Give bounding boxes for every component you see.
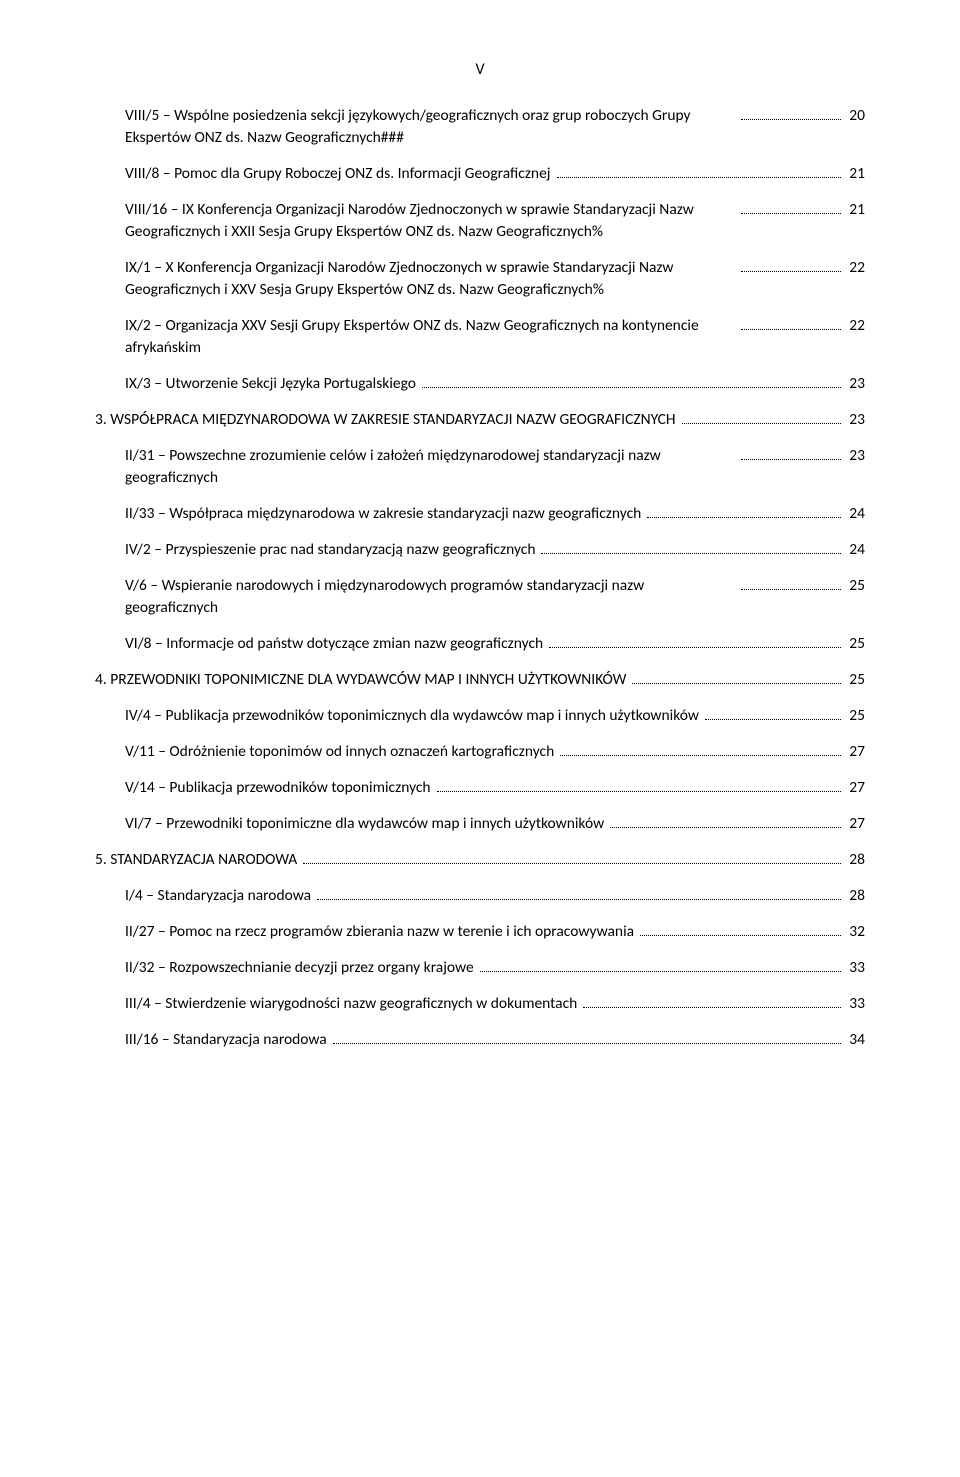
toc-entry-page: 23 (845, 445, 865, 467)
toc-entry-page: 33 (845, 957, 865, 979)
toc-entry-text: VIII/16 – IX Konferencja Organizacji Nar… (125, 199, 735, 243)
toc-entry-text: IV/4 – Publikacja przewodników toponimic… (125, 705, 699, 727)
toc-entry-page: 24 (845, 503, 865, 525)
toc-entry-text: V/6 – Wspieranie narodowych i międzynaro… (125, 575, 735, 619)
toc-entry[interactable]: I/4 – Standaryzacja narodowa 28 (125, 885, 865, 907)
toc-entry-page: 25 (845, 633, 865, 655)
toc-leader-dots (303, 849, 841, 864)
toc-entry[interactable]: 3. WSPÓŁPRACA MIĘDZYNARODOWA W ZAKRESIE … (95, 409, 865, 431)
toc-entry[interactable]: 5. STANDARYZACJA NARODOWA 28 (95, 849, 865, 871)
toc-entry[interactable]: VIII/5 – Wspólne posiedzenia sekcji języ… (125, 105, 865, 149)
toc-entry-text: III/16 – Standaryzacja narodowa (125, 1029, 327, 1051)
toc-entry-text: VI/7 – Przewodniki toponimiczne dla wyda… (125, 813, 604, 835)
toc-leader-dots (741, 315, 841, 330)
toc-leader-dots (741, 575, 841, 590)
toc-entry[interactable]: II/33 – Współpraca międzynarodowa w zakr… (125, 503, 865, 525)
toc-entry[interactable]: IV/4 – Publikacja przewodników toponimic… (125, 705, 865, 727)
toc-leader-dots (682, 409, 842, 424)
toc-entry-page: 22 (845, 315, 865, 337)
toc-entry[interactable]: II/27 – Pomoc na rzecz programów zbieran… (125, 921, 865, 943)
toc-entry-page: 21 (845, 163, 865, 185)
toc-leader-dots (632, 669, 841, 684)
toc-entry-page: 28 (845, 849, 865, 871)
toc-entry-page: 28 (845, 885, 865, 907)
toc-entry[interactable]: II/32 – Rozpowszechnianie decyzji przez … (125, 957, 865, 979)
toc-leader-dots (437, 777, 842, 792)
toc-leader-dots (741, 105, 841, 120)
table-of-contents: VIII/5 – Wspólne posiedzenia sekcji języ… (95, 105, 865, 1051)
toc-entry-text: V/11 – Odróżnienie toponimów od innych o… (125, 741, 554, 763)
toc-leader-dots (317, 885, 841, 900)
toc-entry-text: IV/2 – Przyspieszenie prac nad standaryz… (125, 539, 535, 561)
toc-entry-text: II/31 – Powszechne zrozumienie celów i z… (125, 445, 735, 489)
toc-entry-text: II/33 – Współpraca międzynarodowa w zakr… (125, 503, 641, 525)
toc-entry-page: 27 (845, 777, 865, 799)
toc-entry[interactable]: VIII/16 – IX Konferencja Organizacji Nar… (125, 199, 865, 243)
toc-entry-text: 4. PRZEWODNIKI TOPONIMICZNE DLA WYDAWCÓW… (95, 669, 626, 691)
toc-entry-page: 21 (845, 199, 865, 221)
document-page: V VIII/5 – Wspólne posiedzenia sekcji ję… (0, 0, 960, 1477)
toc-entry-page: 22 (845, 257, 865, 279)
toc-leader-dots (480, 957, 842, 972)
toc-entry-page: 25 (845, 669, 865, 691)
toc-leader-dots (741, 445, 841, 460)
toc-leader-dots (647, 503, 841, 518)
toc-leader-dots (557, 163, 842, 178)
toc-entry-page: 32 (845, 921, 865, 943)
toc-entry[interactable]: II/31 – Powszechne zrozumienie celów i z… (125, 445, 865, 489)
toc-entry-text: IX/3 – Utworzenie Sekcji Języka Portugal… (125, 373, 416, 395)
toc-entry-page: 23 (845, 409, 865, 431)
toc-entry[interactable]: III/16 – Standaryzacja narodowa 34 (125, 1029, 865, 1051)
toc-entry-page: 23 (845, 373, 865, 395)
toc-leader-dots (741, 257, 841, 272)
toc-entry-page: 24 (845, 539, 865, 561)
toc-leader-dots (705, 705, 841, 720)
toc-entry-text: II/32 – Rozpowszechnianie decyzji przez … (125, 957, 474, 979)
toc-leader-dots (741, 199, 841, 214)
toc-entry-page: 27 (845, 741, 865, 763)
toc-entry-text: 3. WSPÓŁPRACA MIĘDZYNARODOWA W ZAKRESIE … (95, 409, 676, 431)
toc-leader-dots (333, 1029, 842, 1044)
toc-entry[interactable]: V/11 – Odróżnienie toponimów od innych o… (125, 741, 865, 763)
toc-entry-text: VIII/5 – Wspólne posiedzenia sekcji języ… (125, 105, 735, 149)
toc-entry-text: VI/8 – Informacje od państw dotyczące zm… (125, 633, 543, 655)
toc-entry[interactable]: V/14 – Publikacja przewodników toponimic… (125, 777, 865, 799)
toc-entry[interactable]: IX/3 – Utworzenie Sekcji Języka Portugal… (125, 373, 865, 395)
toc-entry-page: 20 (845, 105, 865, 127)
toc-leader-dots (541, 539, 841, 554)
toc-leader-dots (422, 373, 841, 388)
toc-entry-page: 25 (845, 705, 865, 727)
toc-entry[interactable]: VI/7 – Przewodniki toponimiczne dla wyda… (125, 813, 865, 835)
toc-entry-text: V/14 – Publikacja przewodników toponimic… (125, 777, 431, 799)
toc-leader-dots (549, 633, 841, 648)
toc-entry-text: VIII/8 – Pomoc dla Grupy Roboczej ONZ ds… (125, 163, 551, 185)
toc-entry-text: II/27 – Pomoc na rzecz programów zbieran… (125, 921, 634, 943)
toc-entry-page: 25 (845, 575, 865, 597)
toc-entry-text: IX/1 – X Konferencja Organizacji Narodów… (125, 257, 735, 301)
toc-entry-text: I/4 – Standaryzacja narodowa (125, 885, 311, 907)
page-number-header: V (95, 60, 865, 79)
toc-entry[interactable]: IX/2 – Organizacja XXV Sesji Grupy Ekspe… (125, 315, 865, 359)
toc-leader-dots (560, 741, 841, 756)
toc-entry[interactable]: III/4 – Stwierdzenie wiarygodności nazw … (125, 993, 865, 1015)
toc-entry-text: III/4 – Stwierdzenie wiarygodności nazw … (125, 993, 577, 1015)
toc-entry[interactable]: 4. PRZEWODNIKI TOPONIMICZNE DLA WYDAWCÓW… (95, 669, 865, 691)
toc-entry-text: IX/2 – Organizacja XXV Sesji Grupy Ekspe… (125, 315, 735, 359)
toc-entry[interactable]: VIII/8 – Pomoc dla Grupy Roboczej ONZ ds… (125, 163, 865, 185)
toc-entry[interactable]: VI/8 – Informacje od państw dotyczące zm… (125, 633, 865, 655)
toc-entry-text: 5. STANDARYZACJA NARODOWA (95, 849, 297, 871)
toc-entry-page: 27 (845, 813, 865, 835)
toc-entry-page: 34 (845, 1029, 865, 1051)
toc-leader-dots (640, 921, 841, 936)
toc-entry[interactable]: IX/1 – X Konferencja Organizacji Narodów… (125, 257, 865, 301)
toc-entry[interactable]: V/6 – Wspieranie narodowych i międzynaro… (125, 575, 865, 619)
toc-leader-dots (583, 993, 841, 1008)
toc-entry[interactable]: IV/2 – Przyspieszenie prac nad standaryz… (125, 539, 865, 561)
toc-leader-dots (610, 813, 841, 828)
toc-entry-page: 33 (845, 993, 865, 1015)
